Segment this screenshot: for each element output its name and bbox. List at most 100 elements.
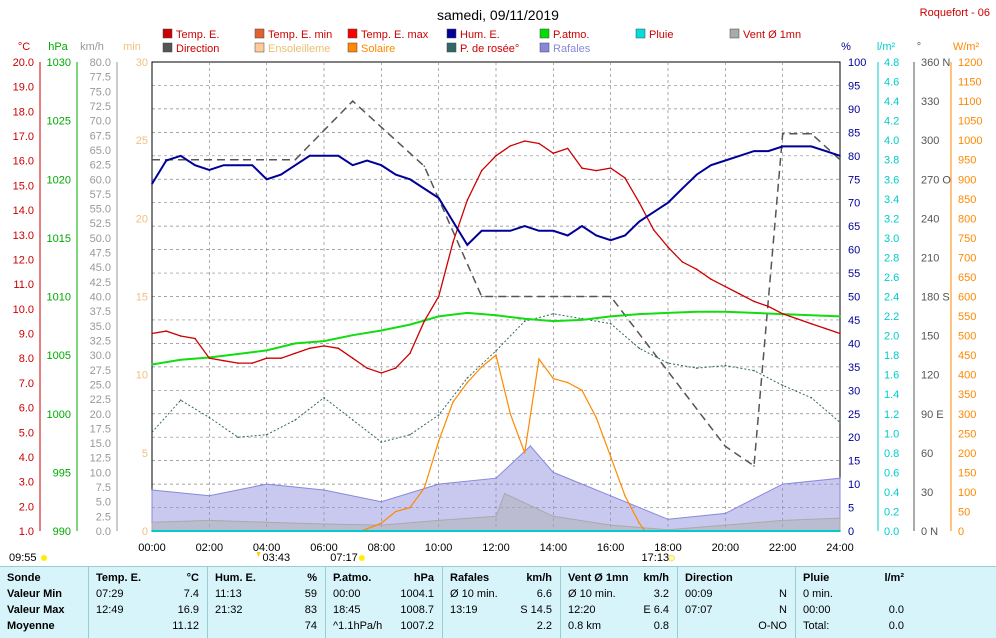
solar-tick: 150	[958, 467, 976, 479]
solar-tick: 700	[958, 252, 976, 264]
temp-tick: 12.0	[13, 254, 34, 266]
point-pluie	[839, 530, 841, 532]
point-temp-e	[480, 169, 483, 172]
point-p-de-ros-e	[380, 441, 383, 443]
summary-column: Rafales km/h Ø 10 min. 6.6 13:19 S 14.5 2.2	[442, 567, 560, 638]
time-tick: 18:00	[654, 542, 682, 554]
sun-tick: 5	[142, 448, 148, 460]
sun-tick: 15	[136, 292, 148, 304]
point-direction	[179, 158, 182, 161]
wind-tick: 65.0	[90, 145, 111, 157]
rain-tick: 0.2	[884, 506, 899, 518]
summary-cell-label: Direction	[685, 572, 733, 584]
sun-moon-markers: 09:55 03:43 07:17 17:13	[9, 552, 675, 564]
temp-tick: 4.0	[19, 452, 34, 464]
point-hum-e	[566, 234, 569, 237]
rain-tick: 3.0	[884, 233, 899, 245]
point-p-de-ros-e	[351, 419, 354, 421]
point-solaire	[624, 495, 626, 497]
summary-cell-value: 0.0	[888, 620, 904, 632]
legend-label: Temp. E. min	[268, 29, 332, 41]
point-hum-e	[595, 234, 598, 237]
wind-tick: 80.0	[90, 57, 111, 69]
point-p-atmo	[380, 329, 383, 332]
point-p-de-ros-e	[695, 367, 698, 369]
legend: Temp. E. Temp. E. min Temp. E. max Hum. E. P…	[162, 28, 801, 55]
temp-unit: °C	[18, 41, 30, 53]
wind-tick: 47.5	[90, 248, 111, 260]
point-hum-e	[366, 159, 368, 162]
humidity-tick: 65	[848, 221, 860, 233]
point-hum-e	[624, 234, 626, 237]
direction-tick: 0 N	[921, 526, 938, 538]
point-direction	[237, 158, 239, 161]
pressure-tick: 1020	[47, 174, 71, 186]
summary-cell-label: Hum. E.	[215, 572, 256, 584]
point-vent-1mn	[151, 521, 153, 523]
solar-tick: 350	[958, 389, 976, 401]
wind-tick: 10.0	[90, 467, 111, 479]
point-temp-e	[667, 246, 669, 248]
point-hum-e	[738, 155, 741, 157]
moonrise-icon	[41, 555, 47, 561]
point-temp-e	[265, 357, 268, 360]
pressure-tick: 990	[53, 526, 71, 538]
point-temp-e	[581, 167, 583, 169]
point-rafales	[495, 477, 497, 480]
rain-tick: 2.6	[884, 272, 899, 284]
point-solaire	[538, 358, 540, 360]
wind-tick: 37.5	[90, 306, 111, 318]
point-hum-e	[695, 173, 698, 176]
point-vent-1mn	[609, 524, 612, 526]
temp-tick: 8.0	[19, 353, 34, 365]
wind-tick: 52.5	[90, 218, 111, 230]
point-rafales	[380, 500, 383, 503]
point-temp-e	[437, 295, 440, 298]
point-rafales	[529, 445, 532, 447]
point-hum-e	[394, 173, 397, 176]
wind-tick: 27.5	[90, 365, 111, 377]
wind-tick: 57.5	[90, 189, 111, 201]
point-temp-e	[724, 285, 727, 288]
rain-tick: 4.0	[884, 135, 899, 147]
time-tick: 12:00	[482, 542, 510, 554]
point-p-atmo	[294, 342, 297, 345]
point-solaire	[466, 381, 469, 384]
legend-swatch	[347, 28, 358, 39]
time-tick: 00:00	[138, 542, 166, 554]
point-hum-e	[609, 239, 612, 241]
point-temp-e	[839, 332, 841, 335]
point-temp-e	[165, 330, 168, 332]
rain-tick: 4.6	[884, 77, 899, 89]
point-temp-e	[523, 140, 526, 142]
temp-tick: 5.0	[19, 427, 34, 439]
wind-tick: 40.0	[90, 292, 111, 304]
summary-cell-label: Rafales	[450, 572, 490, 584]
legend-swatch	[446, 42, 457, 53]
sunrise-label: 07:17	[330, 552, 358, 564]
point-p-de-ros-e	[667, 362, 669, 364]
summary-cell-label: Ø 10 min.	[568, 588, 616, 600]
point-p-de-ros-e	[638, 347, 641, 350]
legend-swatch	[446, 28, 457, 39]
point-hum-e	[796, 145, 798, 148]
point-temp-e	[810, 322, 813, 325]
point-temp-e	[237, 362, 239, 364]
temp-tick: 14.0	[13, 205, 34, 217]
point-hum-e	[179, 155, 182, 157]
point-solaire	[380, 522, 383, 524]
point-hum-e	[423, 187, 426, 190]
point-rafales	[265, 483, 268, 485]
point-pluie	[151, 530, 153, 532]
summary-cell-label: 13:19	[450, 604, 478, 616]
point-p-de-ros-e	[208, 416, 211, 419]
summary-cell-value: N	[779, 588, 787, 600]
pressure-tick: 1010	[47, 292, 71, 304]
legend-swatch	[254, 42, 265, 53]
point-solaire	[595, 416, 598, 419]
point-p-atmo	[523, 318, 526, 320]
pressure-tick: 1030	[47, 57, 71, 69]
temp-tick: 11.0	[13, 279, 34, 291]
temp-tick: 13.0	[13, 230, 34, 242]
point-direction	[753, 465, 755, 467]
